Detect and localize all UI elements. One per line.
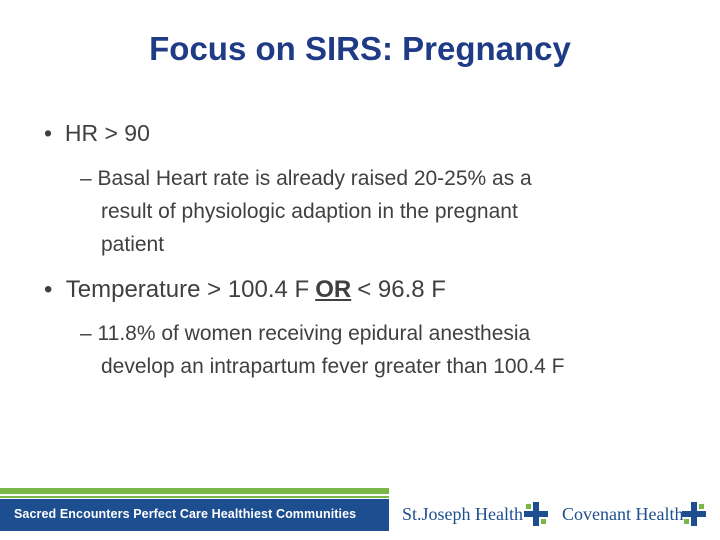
sub-bullet: develop an intrapartum fever greater tha… [101,355,565,378]
slide-title: Focus on SIRS: Pregnancy [149,30,571,67]
sub-bullet: patient [101,233,165,256]
green-band [0,488,389,494]
bullet-text: HR > 90 [64,120,150,146]
covenant-icon [682,502,706,526]
sub-bullet: – 11.8% of women receiving epidural anes… [80,322,531,345]
footer-graphics [0,488,706,526]
bullet-text: < 96.8 F [357,276,446,303]
bullet: • Temperature > 100.4 F OR < 96.8 F [44,276,446,303]
sub-bullet: result of physiologic adaption in the pr… [101,200,518,223]
bullet-text: Temperature > 100.4 F [65,276,310,303]
sjh-icon [524,502,548,526]
bullet-emphasis: OR [315,276,352,303]
footer-bar [0,499,389,531]
footer-tagline: Sacred Encounters Perfect Care Healthies… [14,507,357,521]
logo-text: St.Joseph Health [402,504,523,524]
bullet: • HR > 90 [44,120,150,146]
sub-bullet: – Basal Heart rate is already raised 20-… [80,167,532,190]
logo-text: Covenant Health [562,504,684,524]
green-line [0,496,389,498]
